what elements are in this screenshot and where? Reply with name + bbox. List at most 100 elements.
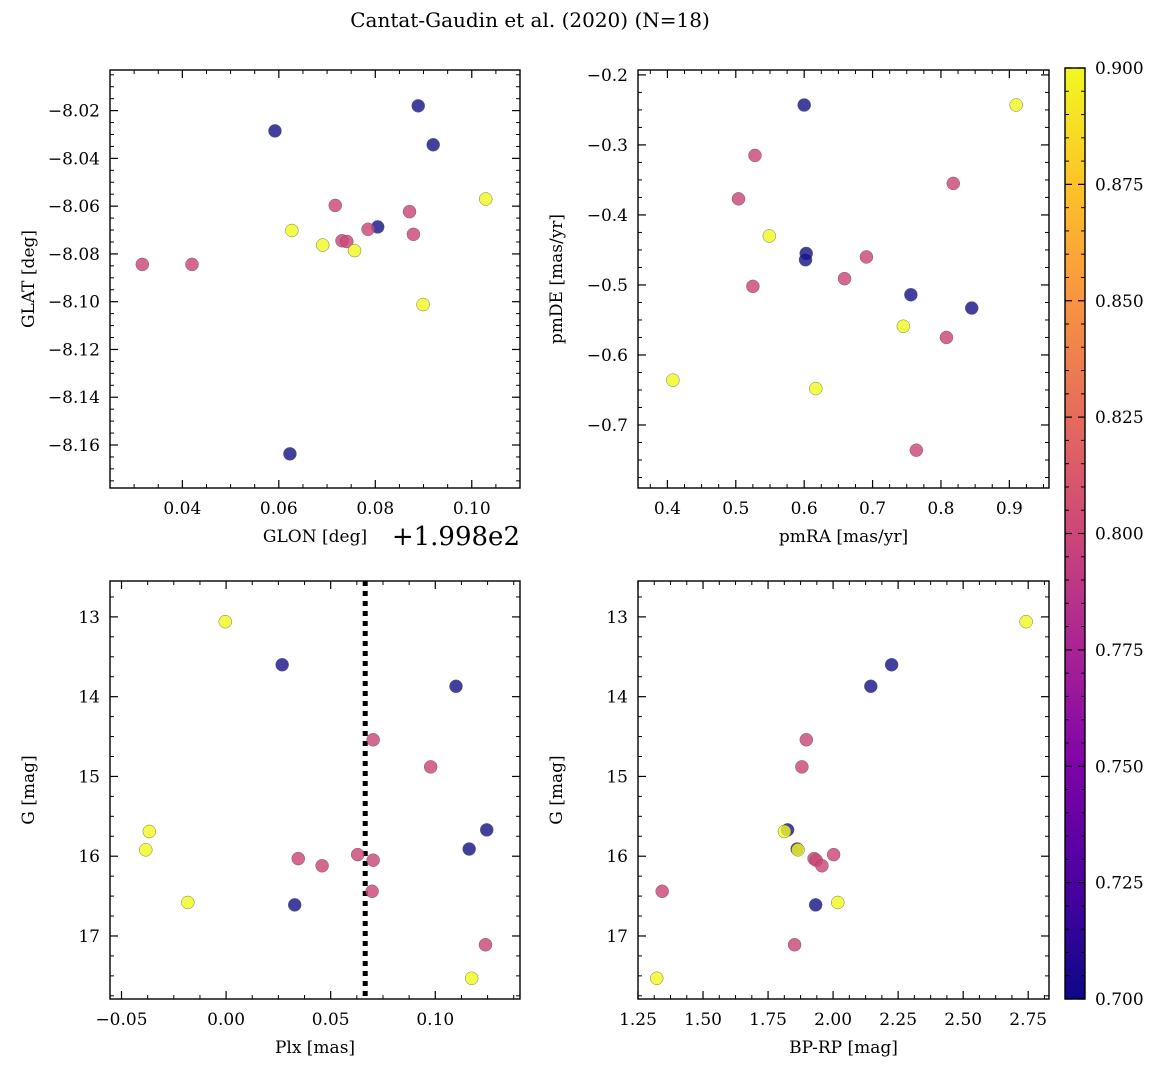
data-point [965, 301, 979, 315]
data-point [291, 851, 305, 866]
colorbar-tick-label: 0.725 [1095, 874, 1144, 894]
data-point [480, 823, 494, 837]
x-tick-label: 0.8 [927, 499, 954, 519]
data-point [347, 243, 362, 258]
data-point [135, 257, 150, 272]
data-point [731, 192, 746, 206]
y-tick-label: −0.4 [587, 206, 628, 226]
data-point [795, 760, 809, 774]
data-point [416, 297, 430, 312]
data-point [808, 898, 823, 912]
panel-top-right: 0.4 0.5 0.6 0.7 0.8 0.9 −0.7 −0.6 −0.5 −0.4 −0.3 −0… [547, 66, 1050, 547]
y-axis-label: GLAT [deg] [19, 230, 39, 328]
data-point [340, 234, 354, 249]
x-tick-label: 0.9 [996, 499, 1023, 519]
data-point [218, 614, 232, 629]
data-point [666, 373, 680, 387]
data-point [402, 204, 417, 219]
figure-title: Cantat-Gaudin et al. (2020) (N=18) [350, 8, 710, 32]
x-tick-label: 0.10 [416, 1010, 454, 1030]
y-tick-label: −0.6 [587, 346, 628, 366]
data-point [777, 824, 792, 839]
colorbar-tick-label: 0.875 [1095, 175, 1144, 195]
y-tick-label: −0.3 [587, 136, 628, 156]
data-point [762, 229, 777, 243]
x-tick-label: 1.75 [749, 1010, 787, 1030]
y-tick-label: −8.10 [48, 293, 100, 313]
data-point [411, 99, 425, 113]
y-tick-label: −8.16 [48, 436, 100, 456]
y-axis-label: G [mag] [547, 755, 567, 824]
data-point [185, 257, 199, 272]
x-axis-label: GLON [deg] [263, 527, 367, 547]
y-tick-label: 16 [78, 847, 100, 867]
y-tick-label: 17 [78, 927, 100, 947]
data-point [946, 176, 960, 191]
data-point [426, 138, 440, 152]
axes-frame [109, 580, 521, 1000]
colorbar-tick-label: 0.825 [1095, 408, 1144, 428]
data-point [479, 192, 493, 206]
colorbar-tick-label: 0.850 [1095, 292, 1144, 312]
data-point [748, 148, 762, 163]
data-point [328, 198, 342, 213]
y-tick-label: −0.2 [587, 66, 628, 86]
x-tick-label: 0.06 [260, 499, 298, 519]
data-point [181, 895, 195, 910]
data-point [366, 853, 380, 867]
data-point [787, 938, 802, 952]
data-point [406, 227, 421, 242]
y-tick-label: 15 [78, 767, 100, 787]
colorbar-tick-label: 0.800 [1095, 525, 1144, 545]
data-point [142, 824, 157, 839]
y-tick-label: 17 [606, 927, 628, 947]
x-tick-label: 1.50 [684, 1010, 722, 1030]
data-point [283, 447, 297, 461]
x-tick-label: 0.04 [163, 499, 201, 519]
x-tick-label: 0.7 [859, 499, 886, 519]
data-point [316, 238, 330, 252]
data-point [462, 842, 476, 856]
data-point [746, 279, 760, 294]
data-point [275, 658, 289, 672]
data-point [449, 679, 463, 693]
y-tick-label: −8.02 [48, 102, 100, 122]
x-tick-label: 2.25 [879, 1010, 917, 1030]
data-point [423, 760, 438, 774]
data-point [139, 843, 153, 857]
data-point [797, 98, 811, 112]
x-tick-label: 0.10 [453, 499, 491, 519]
y-tick-label: −8.04 [48, 149, 100, 169]
x-tick-label: 2.00 [814, 1010, 852, 1030]
data-point [939, 330, 954, 345]
x-axis-label: Plx [mas] [275, 1038, 355, 1058]
data-point [815, 859, 829, 873]
y-axis-label: pmDE [mas/yr] [547, 214, 567, 344]
y-tick-label: −8.14 [48, 388, 100, 408]
y-tick-label: −8.12 [48, 340, 100, 360]
data-point [288, 898, 302, 912]
x-tick-label: 0.6 [791, 499, 818, 519]
data-point [361, 222, 375, 237]
y-tick-label: 14 [606, 688, 628, 708]
x-tick-label: 2.75 [1009, 1010, 1047, 1030]
data-point [884, 658, 899, 672]
data-point [1019, 614, 1033, 629]
colorbar: 0.700 0.725 0.750 0.775 0.800 0.825 0.850 0.875… [1064, 59, 1144, 1010]
data-point [798, 253, 813, 267]
data-point [826, 847, 841, 862]
x-tick-label: 1.25 [619, 1010, 657, 1030]
y-tick-label: 16 [606, 847, 628, 867]
data-point [904, 288, 918, 302]
data-point [864, 679, 878, 693]
y-tick-label: −0.7 [587, 416, 628, 436]
y-tick-label: 13 [606, 608, 628, 628]
colorbar-tick-label: 0.775 [1095, 641, 1144, 661]
y-tick-label: −8.08 [48, 245, 100, 265]
data-point [478, 938, 493, 952]
data-point [837, 271, 852, 286]
y-tick-label: −8.06 [48, 197, 100, 217]
panel-bottom-right: 1.25 1.50 1.75 2.00 2.25 2.50 2.75 13 14 15 16 17 BP… [547, 580, 1050, 1058]
y-tick-label: −0.5 [587, 276, 628, 296]
